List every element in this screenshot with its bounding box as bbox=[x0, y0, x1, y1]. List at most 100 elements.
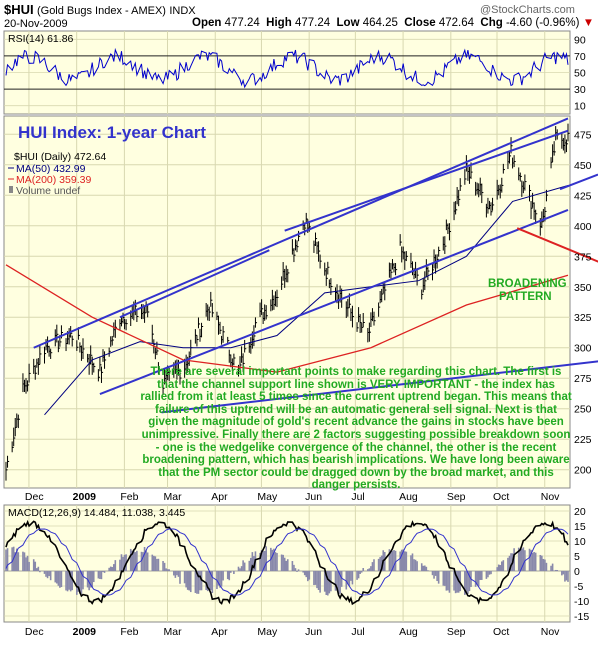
rsi-y-tick: 10 bbox=[574, 101, 586, 113]
macd-histogram-bar bbox=[89, 571, 92, 588]
macd-histogram-bar bbox=[519, 549, 522, 571]
rsi-line bbox=[5, 47, 569, 89]
macd-histogram-bar bbox=[373, 559, 375, 571]
macd-histogram-bar bbox=[445, 571, 448, 591]
macd-histogram-bar bbox=[467, 571, 469, 594]
macd-histogram-bar bbox=[425, 566, 428, 571]
lower-channel-line bbox=[161, 360, 598, 414]
macd-histogram-bar bbox=[347, 571, 349, 585]
macd-y-tick: 5 bbox=[574, 551, 580, 563]
macd-histogram-bar bbox=[468, 571, 471, 592]
macd-histogram-bar bbox=[431, 571, 434, 576]
macd-histogram-bar bbox=[251, 552, 254, 571]
macd-histogram-bar bbox=[521, 548, 523, 571]
symbol: $HUI bbox=[4, 2, 34, 17]
macd-histogram-bar bbox=[66, 571, 69, 592]
macd-histogram-bar bbox=[328, 571, 331, 594]
macd-histogram-bar bbox=[402, 549, 405, 571]
macd-histogram-bar bbox=[308, 571, 311, 580]
macd-histogram-bar bbox=[393, 550, 395, 571]
macd-histogram-bar bbox=[388, 549, 391, 571]
macd-histogram-bar bbox=[143, 547, 146, 571]
macd-histogram-bar bbox=[490, 571, 492, 575]
macd-histogram-bar bbox=[166, 569, 169, 571]
macd-histogram-bar bbox=[507, 557, 509, 571]
macd-histogram-bar bbox=[531, 552, 534, 571]
macd-y-tick: 20 bbox=[574, 506, 586, 518]
macd-histogram-bar bbox=[206, 571, 209, 592]
price-y-tick: 375 bbox=[574, 251, 592, 263]
macd-histogram-bar bbox=[145, 550, 147, 571]
rsi-label: RSI(14) 61.86 bbox=[8, 33, 74, 45]
legend-ma200: MA(200) 359.39 bbox=[16, 174, 91, 186]
macd-histogram-bar bbox=[153, 555, 155, 571]
macd-histogram-bar bbox=[362, 568, 365, 571]
macd-histogram-bar bbox=[60, 571, 63, 588]
macd-histogram-bar bbox=[348, 571, 351, 586]
x-tick-label: Apr bbox=[211, 626, 228, 638]
macd-histogram-bar bbox=[208, 571, 211, 590]
macd-histogram-bar bbox=[142, 552, 144, 571]
macd-histogram-bar bbox=[59, 571, 61, 588]
macd-histogram-bar bbox=[485, 571, 488, 579]
macd-histogram-bar bbox=[444, 571, 446, 586]
macd-histogram-bar bbox=[82, 571, 84, 590]
macd-histogram-bar bbox=[199, 571, 201, 591]
high-label: High bbox=[266, 17, 292, 29]
macd-histogram-bar bbox=[274, 552, 277, 571]
chg-label: Chg bbox=[480, 17, 503, 29]
macd-histogram-bar bbox=[517, 547, 520, 571]
x-tick-label: Dec bbox=[25, 491, 44, 503]
macd-histogram-bar bbox=[194, 571, 197, 593]
macd-histogram-bar bbox=[394, 550, 397, 571]
macd-histogram-bar bbox=[100, 571, 103, 580]
macd-histogram-bar bbox=[317, 571, 320, 591]
price-y-tick: 450 bbox=[574, 160, 592, 172]
price-y-tick: 475 bbox=[574, 129, 592, 141]
macd-histogram-bar bbox=[424, 565, 426, 571]
macd-histogram-bar bbox=[230, 571, 232, 573]
x-tick-label: Aug bbox=[399, 491, 418, 503]
macd-histogram-bar bbox=[186, 571, 189, 590]
macd-histogram-bar bbox=[283, 557, 286, 571]
low-label: Low bbox=[336, 17, 360, 29]
macd-histogram-bar bbox=[136, 550, 138, 571]
macd-histogram-bar bbox=[413, 559, 415, 571]
x-tick-label: Dec bbox=[25, 626, 44, 638]
macd-histogram-bar bbox=[510, 553, 512, 571]
macd-histogram-bar bbox=[302, 571, 304, 573]
price-y-tick: 425 bbox=[574, 190, 592, 202]
macd-histogram-bar bbox=[140, 551, 143, 571]
macd-histogram-bar bbox=[28, 561, 30, 571]
broadening-label-line1: BROADENING bbox=[488, 278, 567, 290]
macd-histogram-bar bbox=[123, 554, 126, 571]
macd-histogram-bar bbox=[35, 568, 38, 571]
macd-histogram-bar bbox=[233, 571, 235, 575]
macd-histogram-bar bbox=[183, 571, 186, 584]
macd-histogram-bar bbox=[179, 571, 181, 584]
index-type: INDX bbox=[169, 5, 196, 17]
macd-histogram-bar bbox=[337, 571, 340, 595]
macd-histogram-bar bbox=[174, 571, 177, 578]
macd-histogram-bar bbox=[293, 564, 295, 571]
macd-y-tick: 10 bbox=[574, 536, 586, 548]
macd-histogram-bar bbox=[196, 571, 198, 594]
commentary-text: There are several important points to ma… bbox=[140, 366, 572, 492]
macd-histogram-bar bbox=[134, 552, 137, 571]
macd-histogram-bar bbox=[319, 571, 321, 593]
legend-price: $HUI (Daily) 472.64 bbox=[14, 151, 106, 163]
macd-histogram-bar bbox=[108, 567, 110, 571]
macd-histogram-bar bbox=[565, 571, 568, 581]
channel-mid-line-1 bbox=[119, 249, 270, 319]
broadening-label-line2: PATTERN bbox=[499, 291, 552, 303]
ma200-line bbox=[5, 264, 569, 373]
macd-histogram-bar bbox=[410, 555, 412, 571]
macd-histogram-bar bbox=[46, 571, 49, 579]
macd-histogram-bar bbox=[433, 571, 435, 579]
macd-histogram-bar bbox=[359, 571, 361, 574]
macd-histogram-bar bbox=[434, 571, 437, 576]
macd-histogram-bar bbox=[368, 568, 371, 571]
macd-histogram-bar bbox=[209, 571, 212, 591]
